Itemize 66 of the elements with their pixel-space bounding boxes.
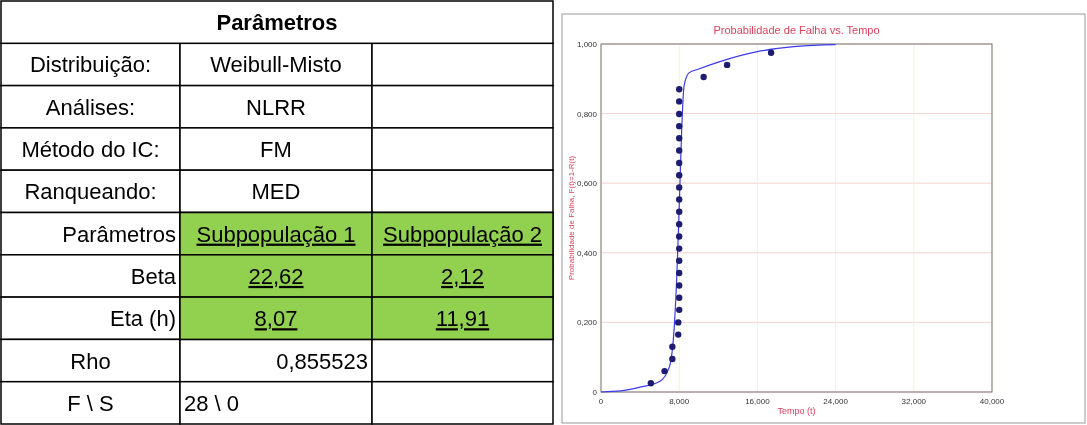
y-tick-label: 0,400: [576, 248, 598, 258]
text: Rho: [70, 348, 111, 374]
x-tick-label: 24,000: [823, 397, 849, 406]
text: 11,91: [435, 306, 490, 332]
point: [676, 98, 683, 105]
point: [676, 233, 683, 240]
point: [676, 257, 683, 264]
text: 22,62: [248, 263, 304, 289]
chart-title: Probabilidade de Falha vs. Tempo: [713, 24, 880, 36]
y-tick-label: 1,000: [576, 40, 598, 49]
x-tick-label: 0: [598, 397, 604, 406]
y-axis-title: Probabilidade de Falha, F(t)=1-R(t): [567, 155, 576, 281]
point: [676, 184, 683, 191]
text: NLRR: [246, 94, 306, 120]
text: Ranqueando:: [24, 179, 157, 205]
point: [675, 331, 682, 338]
x-tick-label: 16,000: [745, 397, 771, 406]
point: [675, 319, 682, 326]
point: [723, 61, 731, 69]
point: [676, 306, 683, 314]
point: [676, 135, 683, 142]
point: [676, 245, 683, 252]
text: Subpopulação 2: [382, 221, 543, 247]
point: [669, 343, 676, 350]
y-tick-label: 0,600: [576, 179, 598, 189]
point: [676, 294, 683, 301]
x-tick-label: 8,000: [669, 397, 690, 406]
y-tick-label: 0: [592, 388, 598, 397]
point: [676, 269, 683, 277]
text: 2,12: [441, 263, 484, 289]
x-axis-title: Tempo (t): [777, 406, 816, 416]
point: [661, 367, 668, 375]
point: [676, 208, 683, 215]
point: [676, 221, 683, 228]
point: [676, 86, 683, 93]
text: 28 \ 0: [184, 390, 240, 416]
text: 0,855523: [276, 348, 368, 374]
text: 8,07: [254, 306, 298, 332]
point: [676, 159, 683, 167]
text: Análises:: [45, 94, 136, 120]
point: [676, 172, 683, 179]
x-tick-label: 40,000: [979, 397, 1005, 406]
point: [700, 73, 707, 81]
point: [676, 147, 683, 154]
text: F \ S: [67, 390, 114, 416]
text: Subpopulação 1: [196, 221, 356, 247]
point: [676, 282, 683, 289]
point: [647, 380, 655, 387]
text: Eta (h): [109, 306, 176, 332]
point: [676, 122, 683, 130]
y-tick-label: 0,800: [576, 109, 598, 119]
point: [676, 110, 683, 118]
text: Método do IC:: [21, 137, 160, 163]
text: Parâmetros: [62, 221, 176, 247]
point: [669, 355, 676, 363]
text: Weibull-Misto: [210, 52, 342, 78]
text: MED: [251, 179, 301, 205]
text: Parâmetros: [216, 10, 338, 36]
x-tick-label: 32,000: [901, 397, 927, 406]
y-tick-label: 0,200: [576, 318, 598, 328]
text: Distribuição:: [29, 52, 152, 78]
text: Beta: [130, 263, 177, 289]
point: [676, 196, 683, 203]
line-series: [600, 44, 837, 393]
text: FM: [260, 137, 292, 163]
point: [767, 49, 775, 56]
